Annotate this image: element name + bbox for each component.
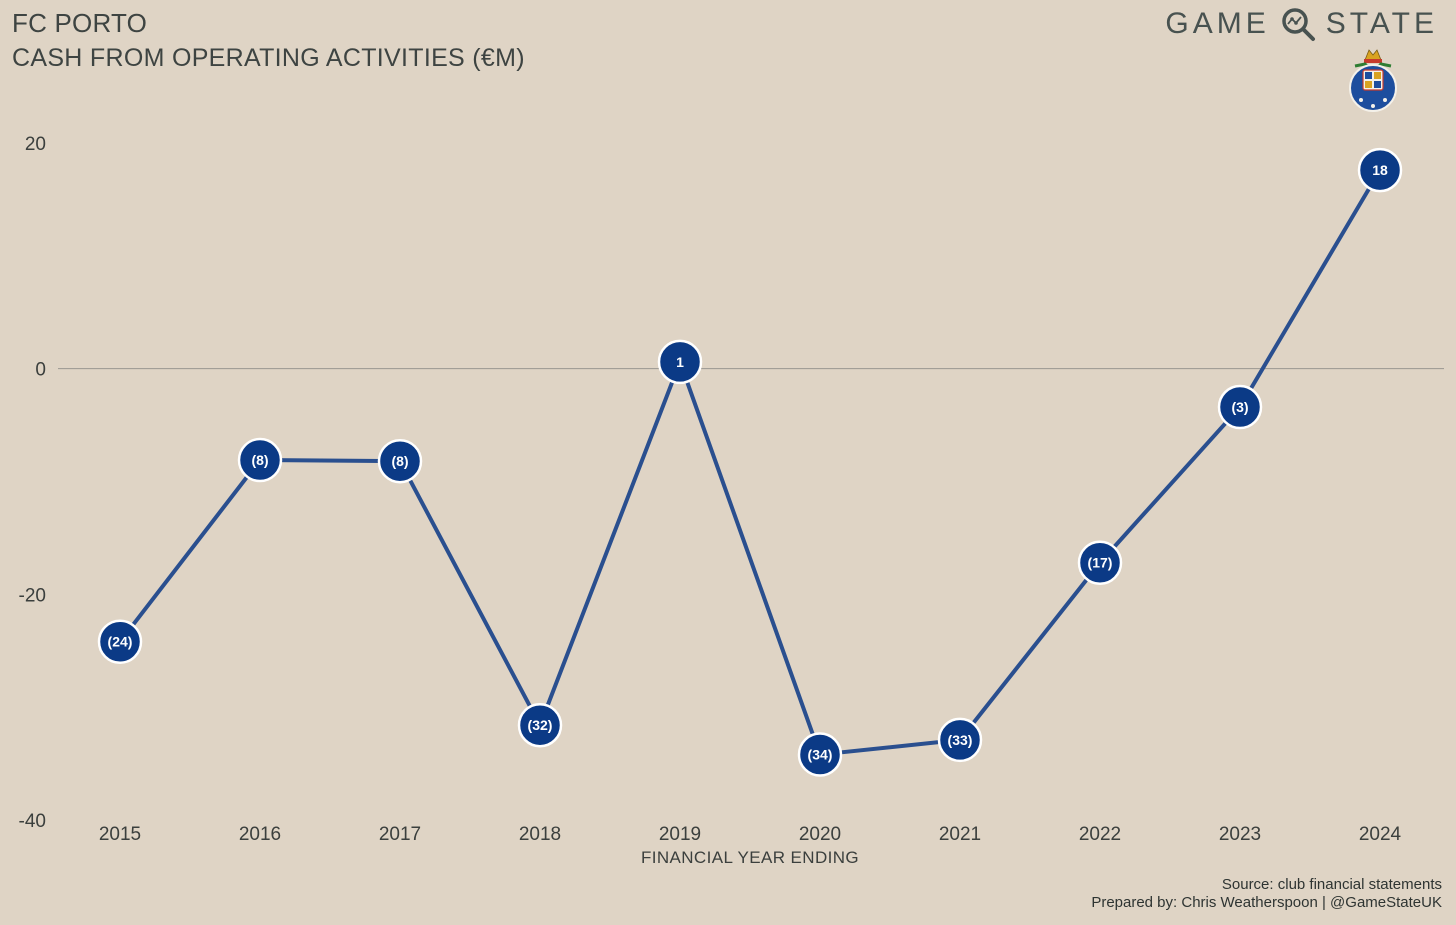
fc-porto-crest-icon xyxy=(1349,49,1397,112)
chart-title: FC PORTO xyxy=(12,8,147,38)
data-point: (8) xyxy=(377,438,423,484)
brand-word-right: STATE xyxy=(1325,7,1438,40)
data-point-marker xyxy=(657,339,703,385)
data-point-marker xyxy=(97,619,143,664)
chart-subtitle: CASH FROM OPERATING ACTIVITIES (€M) xyxy=(12,44,525,72)
data-label: (24) xyxy=(108,634,133,650)
x-tick-label: 2021 xyxy=(939,824,981,845)
data-point-marker xyxy=(1357,147,1403,193)
chart-axes: -40 -20 0 20 2015 2016 2017 2018 2019 2020 2021 202… xyxy=(19,134,1444,845)
data-point-marker xyxy=(797,732,843,777)
data-point-marker xyxy=(377,438,423,484)
chart-series: (24) (8) (8) (32) 1 (34) (33) (17) (3) 18 xyxy=(97,147,1403,777)
data-point: (3) xyxy=(1217,384,1263,430)
x-tick-label: 2015 xyxy=(99,824,141,845)
data-label: (8) xyxy=(391,453,408,469)
source-note: Source: club financial statements xyxy=(1221,876,1442,893)
data-point-marker xyxy=(237,437,283,483)
x-tick-label: 2016 xyxy=(239,824,281,845)
data-point: 18 xyxy=(1357,147,1403,193)
data-label: (8) xyxy=(251,452,268,468)
data-point: (24) xyxy=(97,619,143,664)
series-line xyxy=(118,168,1382,757)
data-point-marker xyxy=(1217,384,1263,430)
y-tick-label: -40 xyxy=(19,811,46,832)
x-tick-label: 2024 xyxy=(1359,824,1402,845)
x-tick-label: 2020 xyxy=(799,824,841,845)
data-label: 18 xyxy=(1372,162,1388,178)
data-point: 1 xyxy=(657,339,703,385)
data-point: (17) xyxy=(1077,540,1123,585)
y-tick-label: 20 xyxy=(25,134,46,155)
x-tick-label: 2017 xyxy=(379,824,421,845)
data-point: (34) xyxy=(797,732,843,777)
x-tick-label: 2019 xyxy=(659,824,701,845)
brand-word-left: GAME xyxy=(1165,7,1270,40)
footer: Source: club financial statements Prepar… xyxy=(1091,876,1442,912)
data-label: 1 xyxy=(676,354,684,370)
game-state-logo: GAME STATE xyxy=(1165,6,1438,42)
y-tick-label: -20 xyxy=(19,585,46,606)
credit-note: Prepared by: Chris Weatherspoon | @GameS… xyxy=(1091,894,1442,911)
data-label: (3) xyxy=(1231,399,1248,415)
x-tick-label: 2022 xyxy=(1079,824,1121,845)
data-label: (32) xyxy=(528,717,553,733)
data-point-marker xyxy=(937,717,983,763)
data-point: (8) xyxy=(237,437,283,483)
data-point: (33) xyxy=(937,717,983,763)
x-tick-label: 2023 xyxy=(1219,824,1261,845)
x-axis-title: FINANCIAL YEAR ENDING xyxy=(641,848,859,867)
magnifier-icon xyxy=(1282,8,1315,41)
data-label: (34) xyxy=(808,747,833,763)
data-point-marker xyxy=(1077,540,1123,585)
data-label: (33) xyxy=(948,732,973,748)
data-point: (32) xyxy=(517,702,563,748)
y-tick-label: 0 xyxy=(35,360,46,381)
data-point-marker xyxy=(517,702,563,748)
data-label: (17) xyxy=(1088,555,1113,571)
x-tick-label: 2018 xyxy=(519,824,561,845)
